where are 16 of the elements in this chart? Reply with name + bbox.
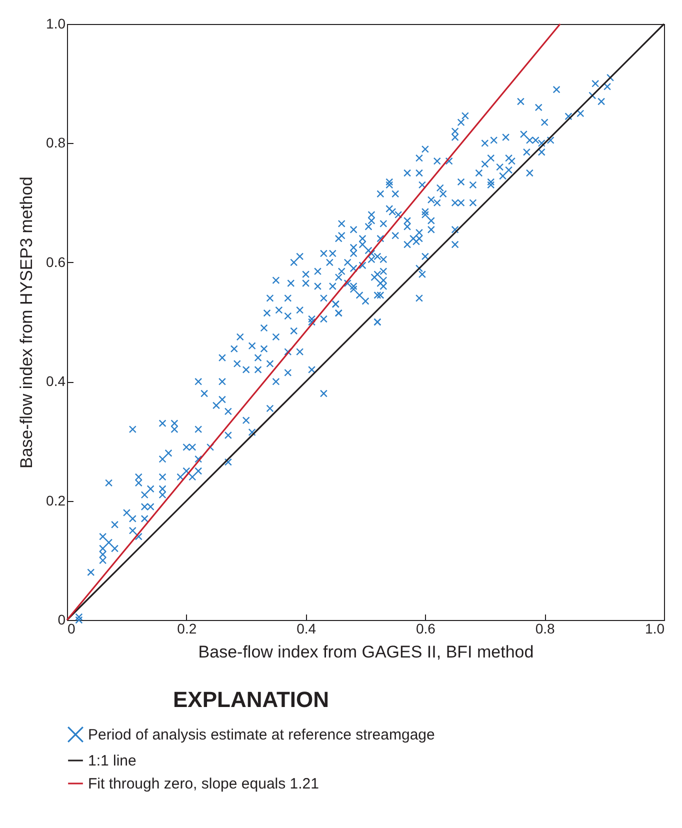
x-axis-title: Base-flow index from GAGES II, BFI method bbox=[198, 642, 534, 662]
legend-label: Fit through zero, slope equals 1.21 bbox=[88, 776, 319, 792]
y-tick-label: 0.6 bbox=[46, 254, 66, 270]
y-tick-label: 0.2 bbox=[46, 492, 66, 508]
x-tick-label: 1.0 bbox=[645, 620, 665, 636]
x-tick-label: 0.2 bbox=[177, 620, 197, 636]
x-tick-label: 0.8 bbox=[535, 620, 556, 636]
legend-label: Period of analysis estimate at reference streamgage bbox=[88, 726, 435, 744]
y-tick-label: 0.8 bbox=[46, 134, 66, 151]
legend-label: 1:1 line bbox=[88, 752, 136, 770]
x-tick-label: 0.6 bbox=[416, 620, 436, 636]
y-axis-title: Base-flow index from HYSEP3 method bbox=[17, 176, 36, 468]
y-tick-label: 0.4 bbox=[46, 373, 66, 390]
x-tick-label: 0.4 bbox=[296, 620, 316, 636]
y-tick-label: 1.0 bbox=[46, 16, 66, 32]
legend-title: EXPLANATION bbox=[172, 687, 330, 712]
